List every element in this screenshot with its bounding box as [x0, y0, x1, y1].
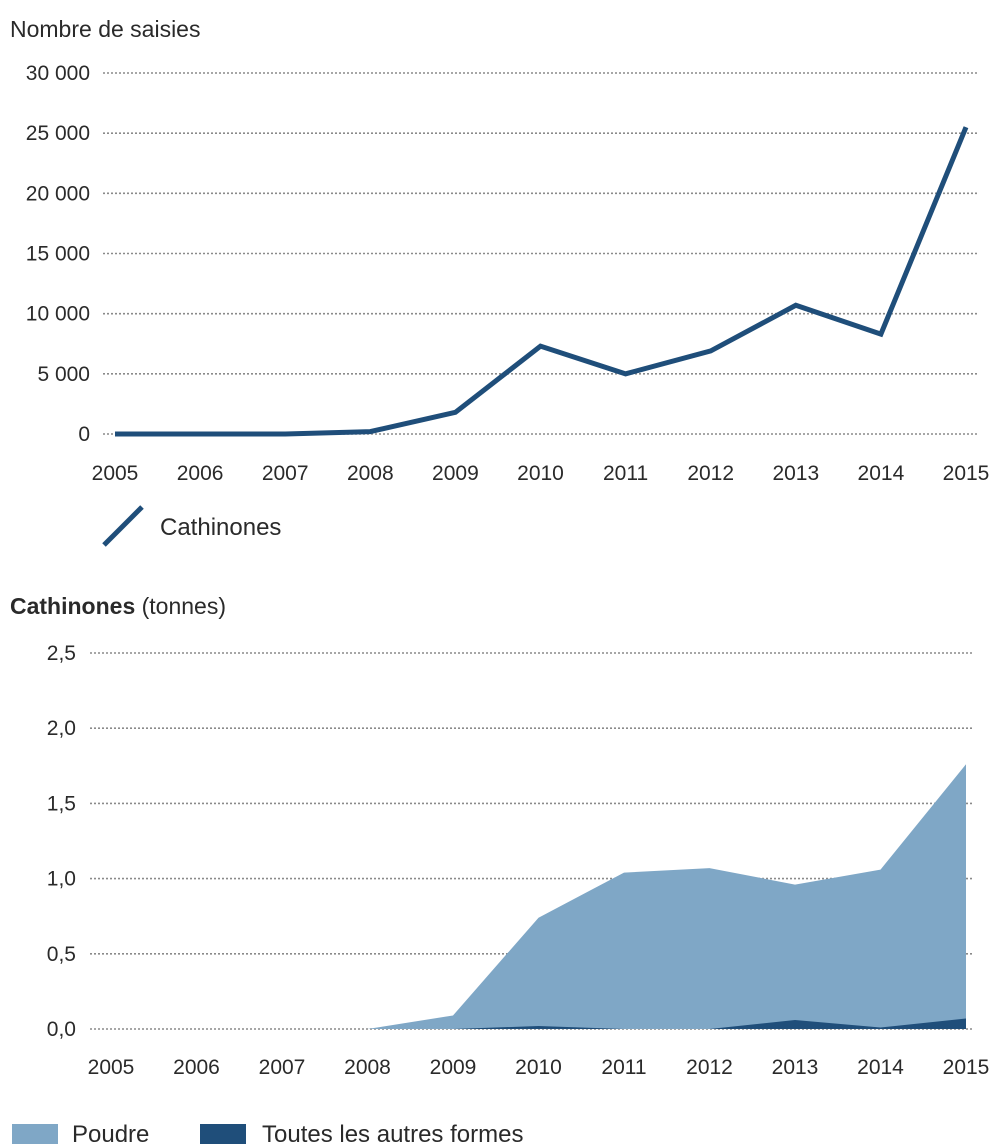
chart2-legend-label-poudre: Poudre: [72, 1121, 149, 1144]
chart2-area-autres: [111, 1018, 966, 1029]
chart2-y-tick-label: 1,5: [47, 792, 76, 815]
chart2-x-ticks: 2005 2006 2007 2008 2009 2010 2011 2012 2013 2014…: [88, 1056, 990, 1079]
chart2-y-tick-label: 1,0: [47, 868, 76, 891]
chart1-y-ticks: 0 5 000 10 000 15 000 20 000 25 000 30 000: [26, 62, 90, 446]
chart2-legend-swatch-autres: [200, 1124, 246, 1144]
chart1-y-tick-label: 20 000: [26, 182, 90, 205]
chart2-x-tick-label: 2014: [857, 1056, 904, 1079]
chart2-y-tick-label: 0,0: [47, 1018, 76, 1041]
chart1-x-tick-label: 2012: [687, 462, 734, 485]
chart2-x-tick-label: 2008: [344, 1056, 391, 1079]
chart2-x-tick-label: 2012: [686, 1056, 733, 1079]
chart1-legend-swatch: [102, 505, 144, 547]
chart1-y-tick-label: 10 000: [26, 303, 90, 326]
chart1-x-tick-label: 2014: [858, 462, 905, 485]
chart2-y-axis-title-unit: (tonnes): [135, 593, 226, 619]
chart2-x-tick-label: 2007: [259, 1056, 306, 1079]
chart2-y-tick-label: 2,5: [47, 642, 76, 665]
chart2-legend-swatch-poudre: [12, 1124, 58, 1144]
chart2-x-tick-label: 2005: [88, 1056, 135, 1079]
chart2-x-tick-label: 2013: [772, 1056, 819, 1079]
chart1-x-tick-label: 2010: [517, 462, 564, 485]
chart1-x-tick-label: 2006: [177, 462, 224, 485]
chart2-y-axis-title: Cathinones (tonnes): [10, 593, 226, 619]
chart2-series: [110, 764, 967, 1030]
chart1-x-ticks: 2005 2006 2007 2008 2009 2010 2011 2012 2013 2014…: [92, 462, 990, 485]
chart1-y-tick-label: 5 000: [37, 363, 90, 386]
chart2-legend: Poudre Toutes les autres formes: [12, 1121, 523, 1144]
chart1-series: [114, 126, 969, 437]
chart1-y-tick-label: 30 000: [26, 62, 90, 85]
chart2-legend-label-autres: Toutes les autres formes: [262, 1121, 523, 1144]
chart2-y-tick-label: 0,5: [47, 943, 76, 966]
chart1-x-tick-label: 2015: [943, 462, 990, 485]
chart2-x-tick-label: 2011: [601, 1056, 646, 1079]
chart2-y-ticks: 0,0 0,5 1,0 1,5 2,0 2,5: [47, 642, 76, 1041]
chart1-legend: Cathinones: [102, 505, 281, 547]
chart1-series-line: [115, 126, 969, 437]
chart1-x-tick-label: 2007: [262, 462, 309, 485]
chart1-y-tick-label: 25 000: [26, 122, 90, 145]
chart1-y-tick-label: 0: [78, 423, 90, 446]
chart1-y-axis-title: Nombre de saisies: [10, 16, 200, 42]
chart1-y-tick-label: 15 000: [26, 243, 90, 266]
chart1-gridlines: [103, 72, 978, 435]
chart1-x-tick-label: 2009: [432, 462, 479, 485]
chart1-x-tick-label: 2008: [347, 462, 394, 485]
chart1-x-tick-label: 2005: [92, 462, 139, 485]
chart-1: Nombre de saisies 0 5 000 10 000 15 000 20 0…: [10, 16, 990, 547]
chart2-x-tick-label: 2009: [430, 1056, 477, 1079]
chart1-legend-label: Cathinones: [160, 514, 281, 541]
chart-2: Cathinones (tonnes) 0,0 0,5 1,0 1,5 2,0 2,5 2…: [10, 593, 989, 1144]
chart2-y-tick-label: 2,0: [47, 717, 76, 740]
chart1-x-tick-label: 2013: [772, 462, 819, 485]
chart2-x-tick-label: 2006: [173, 1056, 220, 1079]
chart2-x-tick-label: 2015: [943, 1056, 990, 1079]
chart2-y-axis-title-bold: Cathinones: [10, 593, 135, 619]
chart1-x-tick-label: 2011: [603, 462, 648, 485]
chart2-area-poudre: [111, 764, 966, 1029]
chart2-x-tick-label: 2010: [515, 1056, 562, 1079]
